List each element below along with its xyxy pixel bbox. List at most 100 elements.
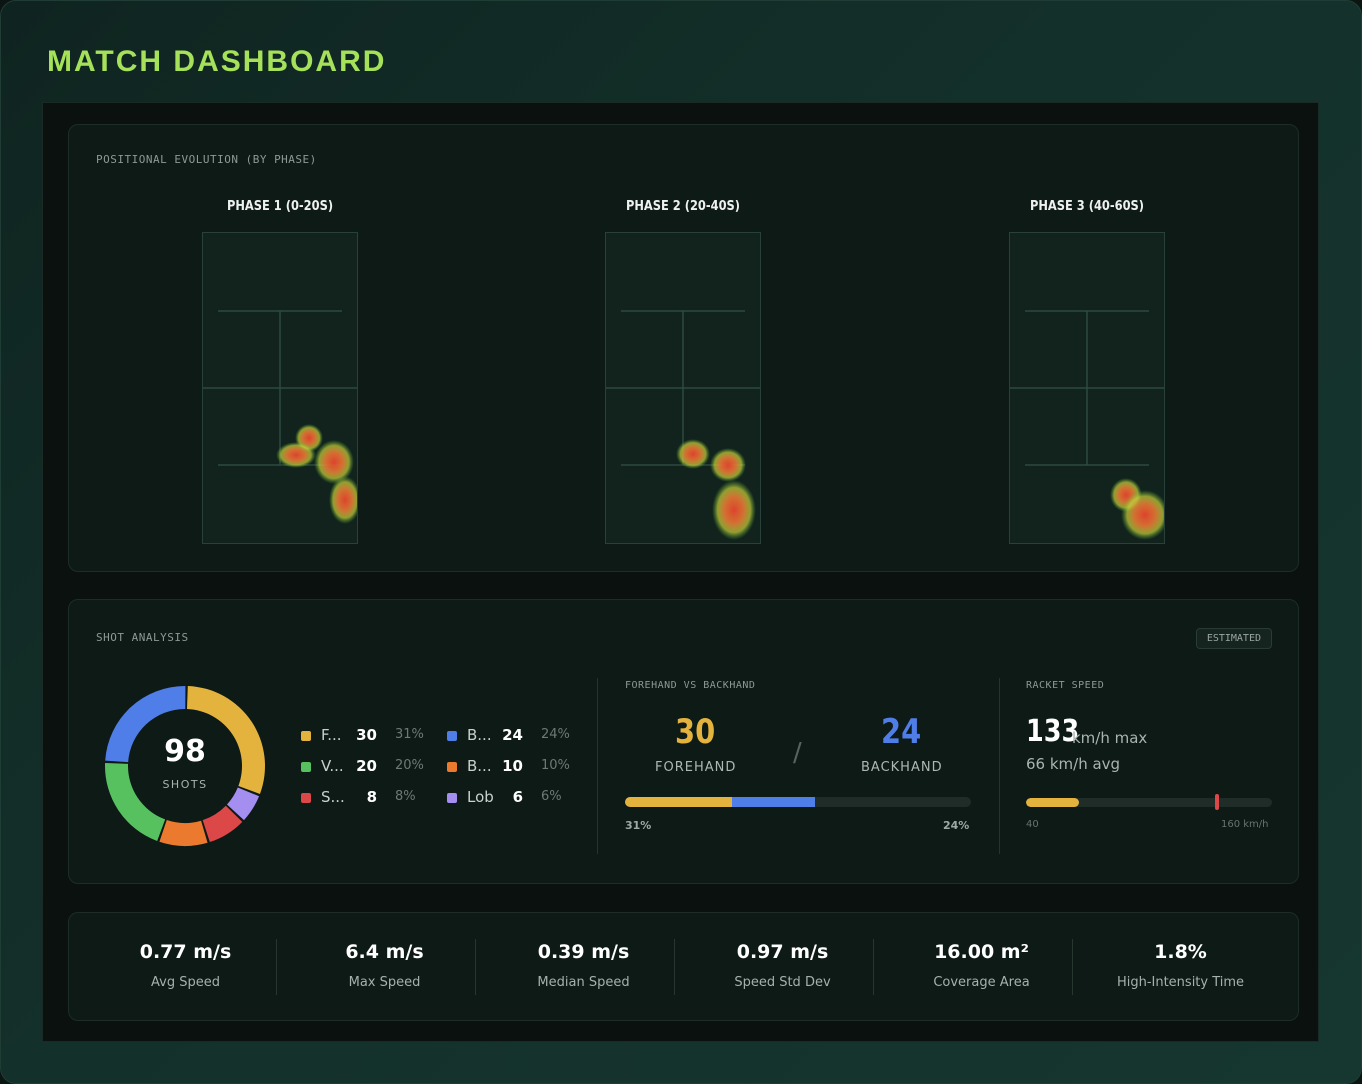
stat-high-intensity-time: 1.8% High-Intensity Time xyxy=(1081,913,1280,1022)
donut-slice xyxy=(186,686,265,795)
stat-label: High-Intensity Time xyxy=(1116,975,1245,990)
backhand-bar-fill xyxy=(732,797,816,807)
backhand-label: BACKHAND xyxy=(861,760,943,775)
stat-speed-std-dev: 0.97 m/s Speed Std Dev xyxy=(683,913,882,1022)
legend-percent: 6% xyxy=(541,789,562,804)
legend-percent: 8% xyxy=(395,789,416,804)
backhand-percent: 24% xyxy=(943,819,970,832)
stat-label: Avg Speed xyxy=(151,975,220,990)
stat-avg-speed: 0.77 m/s Avg Speed xyxy=(86,913,285,1022)
legend-name: B... xyxy=(467,726,492,744)
stat-divider xyxy=(276,939,277,995)
estimated-badge: ESTIMATED xyxy=(1195,628,1272,649)
positional-evolution-card: POSITIONAL EVOLUTION (BY PHASE) PHASE 1 … xyxy=(68,124,1299,572)
stat-value: 0.97 m/s xyxy=(736,941,829,963)
forehand-percent: 31% xyxy=(625,819,652,832)
total-shots-value: 98 xyxy=(164,734,206,769)
legend-swatch xyxy=(447,793,457,803)
stat-median-speed: 0.39 m/s Median Speed xyxy=(484,913,683,1022)
legend-percent: 10% xyxy=(541,758,570,773)
racket-speed-max-unit: km/h max xyxy=(1072,729,1148,747)
shot-analysis-card: SHOT ANALYSIS ESTIMATED 98 SHOTS F... 30… xyxy=(68,599,1299,884)
legend-percent: 24% xyxy=(541,727,570,742)
stat-value: 1.8% xyxy=(1154,941,1207,963)
legend-name: V... xyxy=(321,757,344,775)
fvb-title: FOREHAND VS BACKHAND xyxy=(625,680,756,691)
fvb-bar xyxy=(625,797,971,807)
stat-label: Coverage Area xyxy=(933,975,1030,990)
legend-name: S... xyxy=(321,788,345,806)
racket-speed-avg-fill xyxy=(1026,798,1080,807)
phase-3-label: PHASE 3 (40-60S) xyxy=(1029,199,1145,214)
stat-value: 0.39 m/s xyxy=(537,941,630,963)
stat-label: Median Speed xyxy=(537,975,630,990)
racket-scale-min: 40 xyxy=(1026,819,1039,830)
legend-swatch xyxy=(301,731,311,741)
legend-count: 30 xyxy=(356,726,377,744)
legend-item: B... 10 10% xyxy=(447,757,577,777)
legend-percent: 31% xyxy=(395,727,424,742)
phase-1-label: PHASE 1 (0-20S) xyxy=(226,199,334,214)
stat-divider xyxy=(1072,939,1073,995)
stat-value: 0.77 m/s xyxy=(139,941,232,963)
speed-stats-card: 0.77 m/s Avg Speed 6.4 m/s Max Speed 0.3… xyxy=(68,912,1299,1021)
legend-swatch xyxy=(447,731,457,741)
dashboard-content: POSITIONAL EVOLUTION (BY PHASE) PHASE 1 … xyxy=(42,102,1319,1042)
legend-swatch xyxy=(447,762,457,772)
legend-percent: 20% xyxy=(395,758,424,773)
stat-value: 6.4 m/s xyxy=(345,941,424,963)
donut-center: 98 SHOTS xyxy=(103,684,267,848)
section-divider xyxy=(597,678,598,854)
shot-analysis-title: SHOT ANALYSIS xyxy=(96,631,189,644)
legend-count: 8 xyxy=(366,788,377,806)
racket-speed-title: RACKET SPEED xyxy=(1026,680,1105,691)
page-title: MATCH DASHBOARD xyxy=(47,45,387,78)
racket-speed-max-marker xyxy=(1214,794,1219,810)
shot-type-donut-chart xyxy=(105,686,265,846)
racket-speed-bar xyxy=(1026,798,1272,807)
legend-count: 10 xyxy=(502,757,523,775)
legend-item: B... 24 24% xyxy=(447,726,577,746)
legend-swatch xyxy=(301,762,311,772)
fvb-separator: / xyxy=(793,738,802,768)
stat-divider xyxy=(873,939,874,995)
donut-slice xyxy=(105,686,186,763)
phase-1-heatmap xyxy=(202,232,358,544)
positional-evolution-title: POSITIONAL EVOLUTION (BY PHASE) xyxy=(96,153,317,166)
legend-count: 6 xyxy=(512,788,523,806)
stat-max-speed: 6.4 m/s Max Speed xyxy=(285,913,484,1022)
section-divider xyxy=(999,678,1000,854)
phase-3-heatmap xyxy=(1009,232,1165,544)
forehand-count: 30 xyxy=(675,712,716,752)
racket-scale-max: 160 km/h xyxy=(1221,819,1269,830)
stat-coverage-area: 16.00 m² Coverage Area xyxy=(882,913,1081,1022)
donut-slice xyxy=(227,787,260,821)
legend-item: S... 8 8% xyxy=(301,788,431,808)
phase-2-heatmap xyxy=(605,232,761,544)
legend-name: Lob xyxy=(467,788,494,806)
stat-divider xyxy=(674,939,675,995)
legend-item: Lob 6 6% xyxy=(447,788,577,808)
stat-label: Max Speed xyxy=(348,975,421,990)
total-shots-caption: SHOTS xyxy=(162,778,208,791)
legend-item: F... 30 31% xyxy=(301,726,431,746)
backhand-count: 24 xyxy=(881,712,922,752)
racket-speed-avg: 66 km/h avg xyxy=(1026,755,1121,773)
stat-divider xyxy=(475,939,476,995)
stat-value: 16.00 m² xyxy=(934,941,1029,963)
donut-slice xyxy=(159,820,208,846)
donut-slice xyxy=(202,805,243,843)
racket-speed-max: 133 xyxy=(1026,714,1080,749)
legend-item: V... 20 20% xyxy=(301,757,431,777)
legend-name: B... xyxy=(467,757,492,775)
phase-2-label: PHASE 2 (20-40S) xyxy=(625,199,741,214)
forehand-bar-fill xyxy=(625,797,733,807)
forehand-label: FOREHAND xyxy=(655,760,737,775)
stat-label: Speed Std Dev xyxy=(734,975,831,990)
legend-count: 24 xyxy=(502,726,523,744)
legend-count: 20 xyxy=(356,757,377,775)
donut-slice xyxy=(105,763,166,841)
legend-name: F... xyxy=(321,726,342,744)
legend-swatch xyxy=(301,793,311,803)
